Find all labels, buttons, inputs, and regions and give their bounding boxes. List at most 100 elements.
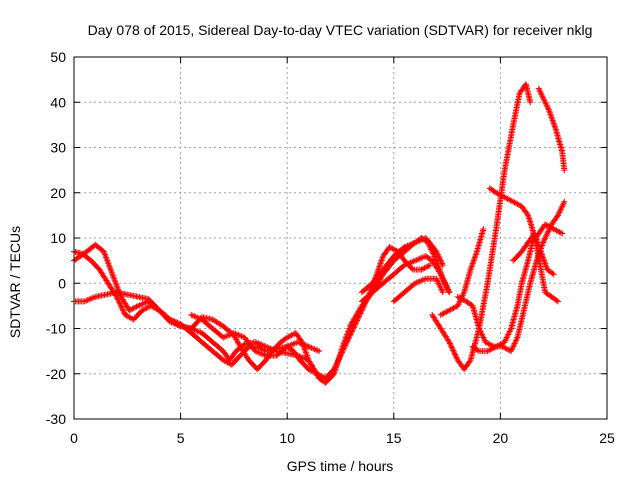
data-point [316,375,323,382]
data-point [442,282,449,289]
data-point [557,229,564,236]
data-point [354,316,361,323]
data-point [540,239,547,246]
data-point [553,297,560,304]
y-tick-label: 10 [50,230,66,246]
data-point [451,350,458,357]
x-tick-label: 25 [599,430,615,446]
data-point [116,299,123,306]
data-point [542,233,549,240]
data-point [118,303,125,310]
data-point [356,311,363,318]
data-point [437,271,444,278]
data-point [444,285,451,292]
series-trace-10 [454,198,568,355]
data-point [542,235,549,242]
y-tick-label: 0 [58,275,66,291]
series-trace-5 [358,235,446,296]
data-point [116,300,123,307]
data-point [425,262,432,269]
data-point [352,320,359,327]
y-tick-label: 20 [50,185,66,201]
y-tick-label: -30 [46,411,66,427]
series-trace-7 [390,275,446,305]
data-point [357,310,364,317]
data-point [524,211,531,218]
data-point [355,314,362,321]
data-point [344,336,351,343]
data-point [350,324,357,331]
x-tick-label: 10 [279,430,295,446]
data-point [445,287,452,294]
series-trace-3 [71,289,323,382]
y-tick-label: 40 [50,94,66,110]
series-trace-11 [469,221,566,355]
data-point [438,272,445,279]
data-point [447,341,454,348]
data-point [527,99,534,106]
series-trace-4 [188,311,323,359]
x-tick-label: 20 [493,430,509,446]
data-point [338,350,345,357]
data-point [554,298,561,305]
data-point [430,250,437,257]
data-point [440,276,447,283]
data-point [442,280,449,287]
data-point [453,354,460,361]
data-point [133,303,140,310]
data-point [408,265,415,272]
data-point [446,339,453,346]
data-point [466,358,473,365]
data-point [540,238,547,245]
data-point [331,366,338,373]
chart-title: Day 078 of 2015, Sidereal Day-to-day VTE… [88,22,593,38]
x-tick-label: 0 [70,430,78,446]
data-point [545,228,552,235]
data-point [360,303,367,310]
series-trace-14 [535,85,568,174]
data-point [350,325,357,332]
data-point [334,359,341,366]
data-point [439,289,446,296]
data-point [342,342,349,349]
x-tick-label: 15 [386,430,402,446]
data-point [358,307,365,314]
data-point [337,353,344,360]
data-point [444,286,451,293]
data-point [333,360,340,367]
data-point [561,167,568,174]
grid-layer [74,57,607,419]
data-point [541,236,548,243]
data-point [450,348,457,355]
data-point [348,328,355,335]
data-point [340,345,347,352]
data-point [356,313,363,320]
data-point [344,338,351,345]
data-point [361,302,368,309]
data-point [335,356,342,363]
data-point [544,229,551,236]
series-trace-13 [510,230,557,278]
data-point [452,352,459,359]
series-trace-2 [71,244,434,382]
data-point [446,340,453,347]
data-point [448,344,455,351]
y-tick-label: -20 [46,366,66,382]
data-point [114,295,121,302]
data-point [439,275,446,282]
data-point [359,304,366,311]
data-point [343,339,350,346]
data-point [561,198,568,205]
data-point [446,289,453,296]
data-point [346,334,353,341]
data-point [119,306,126,313]
data-point [450,347,457,354]
data-point [337,352,344,359]
data-point [120,307,127,314]
data-point [340,346,347,353]
data-point [336,355,343,362]
data-point [439,262,446,269]
data-point [474,347,481,354]
